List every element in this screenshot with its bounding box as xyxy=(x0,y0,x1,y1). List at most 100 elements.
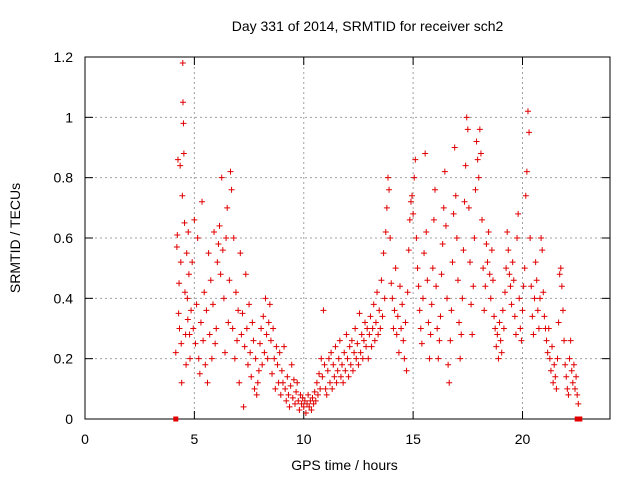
data-point xyxy=(504,229,510,235)
data-point xyxy=(423,229,429,235)
data-point xyxy=(427,356,433,362)
data-point xyxy=(409,193,415,199)
data-point xyxy=(489,247,495,253)
data-point xyxy=(440,241,446,247)
data-point xyxy=(234,338,240,344)
data-point xyxy=(252,386,258,392)
x-tick-label: 15 xyxy=(405,431,421,447)
data-point xyxy=(485,259,491,265)
data-point xyxy=(446,380,452,386)
data-point xyxy=(509,301,515,307)
data-point xyxy=(277,350,283,356)
data-point xyxy=(558,265,564,271)
data-point xyxy=(267,301,273,307)
data-point xyxy=(532,295,538,301)
data-point xyxy=(499,350,505,356)
data-point xyxy=(413,235,419,241)
data-point xyxy=(378,277,384,283)
data-point xyxy=(416,283,422,289)
data-point xyxy=(254,392,260,398)
data-point xyxy=(469,332,475,338)
data-point xyxy=(544,338,550,344)
data-point xyxy=(258,326,264,332)
data-point xyxy=(256,368,262,374)
data-point xyxy=(324,392,330,398)
data-point xyxy=(188,307,194,313)
data-point xyxy=(195,235,201,241)
data-point xyxy=(361,338,367,344)
data-point xyxy=(268,338,274,344)
data-point xyxy=(219,175,225,181)
data-point xyxy=(429,301,435,307)
data-point xyxy=(453,193,459,199)
data-point xyxy=(573,374,579,380)
data-point xyxy=(199,199,205,205)
data-point xyxy=(523,193,529,199)
data-point xyxy=(481,307,487,313)
data-point xyxy=(206,250,212,256)
data-point xyxy=(540,289,546,295)
data-point xyxy=(507,283,513,289)
data-point xyxy=(468,301,474,307)
data-point xyxy=(179,380,185,386)
data-point xyxy=(564,386,570,392)
data-point xyxy=(539,247,545,253)
data-point xyxy=(265,356,271,362)
data-point xyxy=(561,338,567,344)
data-point xyxy=(547,356,553,362)
data-point xyxy=(364,326,370,332)
data-point xyxy=(482,283,488,289)
data-point xyxy=(266,319,272,325)
data-point xyxy=(287,404,293,410)
data-point xyxy=(568,338,574,344)
data-point xyxy=(477,126,483,132)
data-point xyxy=(459,295,465,301)
data-point xyxy=(210,301,216,307)
data-point xyxy=(180,60,186,66)
data-point xyxy=(436,338,442,344)
x-tick-label: 20 xyxy=(515,431,531,447)
data-point xyxy=(463,163,469,169)
data-point xyxy=(525,108,531,114)
data-point xyxy=(451,211,457,217)
y-axis-title: SRMTID / TECUs xyxy=(7,183,23,293)
data-point xyxy=(316,371,322,377)
data-point xyxy=(220,247,226,253)
y-tick-label: 0.4 xyxy=(54,290,74,306)
data-point xyxy=(393,265,399,271)
data-point xyxy=(457,356,463,362)
data-point xyxy=(387,235,393,241)
data-point xyxy=(208,277,214,283)
data-point xyxy=(386,187,392,193)
data-point xyxy=(545,350,551,356)
data-point xyxy=(466,205,472,211)
data-point xyxy=(343,332,349,338)
data-point xyxy=(328,350,334,356)
data-point xyxy=(221,295,227,301)
data-point xyxy=(383,229,389,235)
data-point xyxy=(192,341,198,347)
data-point xyxy=(434,326,440,332)
data-point xyxy=(222,350,228,356)
data-point xyxy=(494,332,500,338)
data-point xyxy=(515,211,521,217)
data-point xyxy=(341,350,347,356)
data-point xyxy=(205,380,211,386)
data-point xyxy=(247,350,253,356)
data-point xyxy=(187,332,193,338)
data-point xyxy=(181,151,187,157)
data-point xyxy=(557,271,563,277)
data-point xyxy=(217,223,223,229)
data-point xyxy=(319,374,325,380)
data-point xyxy=(272,386,278,392)
data-point xyxy=(374,289,380,295)
data-point xyxy=(474,138,480,144)
data-point xyxy=(432,187,438,193)
data-point xyxy=(201,289,207,295)
data-point xyxy=(394,332,400,338)
data-point xyxy=(398,326,404,332)
data-point xyxy=(331,374,337,380)
data-point xyxy=(572,386,578,392)
data-point xyxy=(223,235,229,241)
data-point xyxy=(355,362,361,368)
